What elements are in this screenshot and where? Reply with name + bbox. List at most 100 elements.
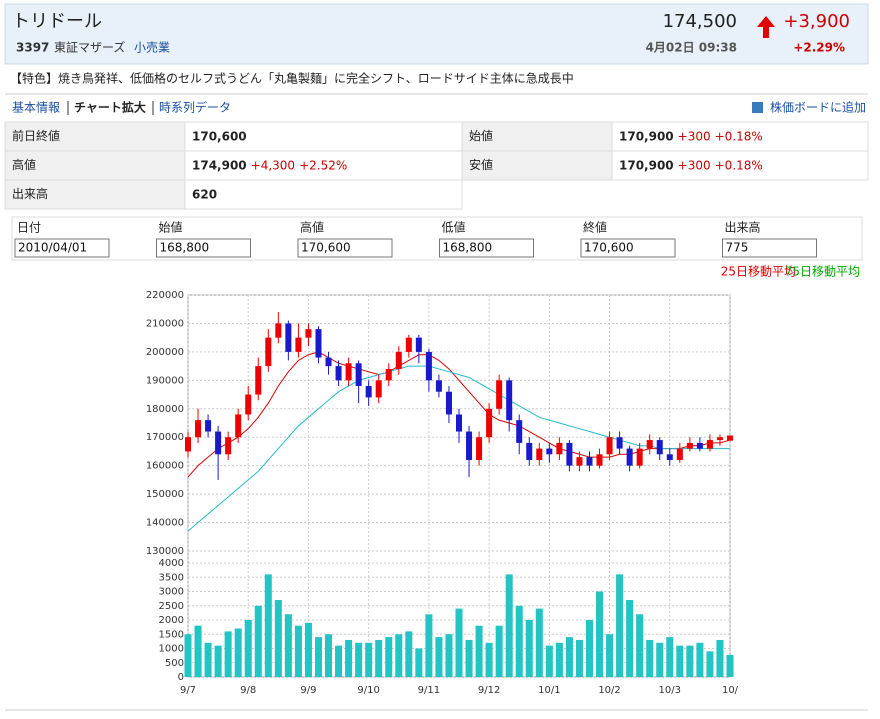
y-tick-label: 150000 — [146, 489, 184, 500]
volume-bar — [696, 642, 704, 677]
volume-bar — [525, 620, 533, 677]
candle-body — [325, 357, 332, 367]
y-tick-label: 210000 — [146, 318, 184, 329]
volume-bar — [435, 637, 443, 677]
code: 3397 — [16, 41, 49, 55]
volume-bar — [385, 637, 393, 677]
y-tick-label: 130000 — [146, 546, 184, 557]
volume-bar — [535, 608, 543, 677]
add-board[interactable]: 株価ボードに追加 — [770, 100, 866, 115]
volume-bar — [676, 645, 684, 677]
stock-name: トリドール — [12, 11, 102, 32]
label: 安値 — [469, 157, 493, 172]
candle-body — [666, 454, 673, 460]
candle-body — [466, 431, 473, 460]
change: +300 — [678, 158, 711, 172]
candle-body — [445, 391, 452, 415]
tab[interactable]: 基本情報 — [12, 101, 60, 115]
field-input — [14, 238, 110, 258]
candle-body — [305, 329, 312, 338]
vol-tick-label: 4000 — [159, 558, 184, 569]
volume-bar — [335, 645, 343, 677]
vol-tick-label: 1500 — [159, 629, 184, 640]
value-text: 170,900 — [619, 129, 674, 143]
candle-body — [335, 366, 342, 381]
sector[interactable]: 小売業 — [134, 40, 170, 55]
candle-body — [496, 380, 503, 409]
candle-body — [455, 414, 463, 432]
candle-body — [686, 442, 693, 449]
tab[interactable]: 時系列データ — [159, 100, 231, 115]
datetime: 4月02日 09:38 — [646, 41, 737, 55]
candle-body — [255, 366, 262, 395]
volume-bar — [204, 642, 212, 677]
volume-bar — [495, 625, 503, 677]
volume-bar — [716, 639, 724, 677]
field-input — [722, 238, 817, 258]
x-tick-label: 10/3 — [659, 685, 681, 696]
change: +4,300 — [251, 158, 295, 172]
candle-body — [275, 323, 282, 338]
candle-body — [676, 448, 683, 460]
tab-active[interactable]: チャート拡大 — [74, 100, 146, 115]
volume-bar — [555, 642, 563, 677]
candle-body — [295, 337, 302, 352]
candle-body — [425, 351, 432, 381]
volume-bar — [706, 651, 714, 677]
volume-bar — [475, 625, 483, 677]
candle-body — [616, 437, 623, 449]
candle-body — [315, 329, 322, 358]
label: 高値 — [12, 157, 36, 172]
volume-bar — [214, 645, 222, 677]
volume-bar — [314, 637, 322, 677]
field-value: 2010/04/01 — [18, 241, 87, 255]
change: +300 — [678, 129, 711, 143]
candle-body — [385, 368, 392, 381]
y-tick-label: 190000 — [146, 375, 184, 386]
x-tick-label: 9/12 — [478, 685, 500, 696]
field-input — [580, 238, 676, 258]
volume-bar — [425, 614, 433, 677]
volume-bar — [726, 654, 734, 677]
candle-body — [365, 386, 372, 398]
volume-bar — [365, 642, 373, 677]
candle-body — [195, 420, 202, 438]
value: 170,900 +300 +0.18% — [619, 158, 763, 172]
vol-tick-label: 2000 — [159, 615, 184, 626]
candle-body — [265, 337, 272, 367]
candle-body — [716, 437, 723, 441]
candle-body — [476, 437, 483, 460]
volume-bar — [445, 634, 453, 677]
x-tick-label: 9/8 — [240, 685, 256, 696]
market: 東証マザーズ — [54, 40, 125, 55]
x-tick-label: 9/9 — [300, 685, 316, 696]
value: 620 — [192, 187, 217, 201]
volume-bar — [656, 642, 664, 677]
value-cell — [184, 179, 463, 210]
volume-bar — [224, 631, 232, 677]
legend-item: 75日移動平均 — [785, 265, 860, 279]
volume-bar — [666, 637, 674, 677]
volume-bar — [405, 631, 413, 677]
field-label: 日付 — [17, 221, 41, 235]
field-label: 低値 — [442, 220, 466, 235]
field-label: 高値 — [300, 220, 324, 235]
field-label: 始値 — [159, 220, 183, 235]
candle-body — [405, 337, 412, 352]
candle-body — [435, 380, 442, 392]
candle-body — [706, 440, 713, 449]
value-text: 174,900 — [192, 158, 247, 172]
volume-bar — [485, 642, 493, 677]
label: 出来高 — [12, 186, 48, 201]
candle-body — [696, 442, 703, 449]
candle-body — [646, 440, 653, 449]
volume-bar — [345, 639, 353, 677]
value-cell — [611, 150, 869, 181]
field-value: 168,800 — [443, 241, 493, 255]
add-icon[interactable] — [752, 102, 763, 113]
volume-bar — [596, 591, 604, 677]
volume-bar — [375, 639, 383, 677]
label-cell — [4, 121, 186, 152]
label-cell — [4, 179, 186, 210]
